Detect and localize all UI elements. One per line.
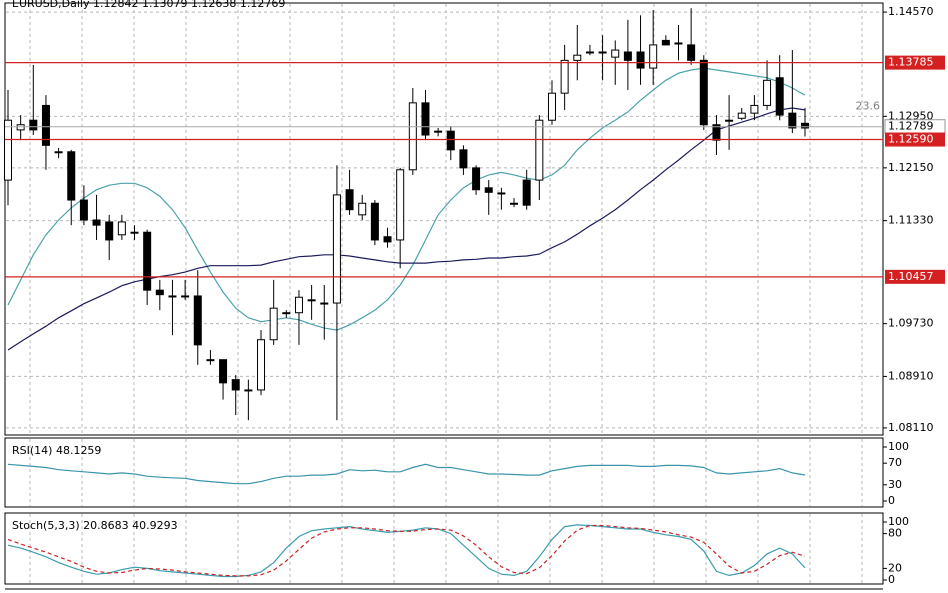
level-label: 1.12590 (888, 133, 934, 146)
candle-body (484, 187, 493, 193)
candle-body (510, 202, 519, 205)
level-label-box (885, 132, 945, 147)
candle-body (16, 124, 25, 131)
candle-body (219, 359, 228, 384)
indicator-line (7, 524, 806, 578)
y-tick-label: 0 (888, 494, 895, 507)
candle-body (54, 151, 63, 154)
level-label: 1.10457 (888, 270, 934, 283)
candle-body (472, 167, 481, 191)
candle-body (522, 179, 531, 206)
price-label: 1.12789 (888, 120, 934, 133)
panel-title: RSI(14) 48.1259 (12, 444, 101, 457)
y-tick-label: 1.08110 (888, 421, 934, 434)
indicator-line (7, 463, 806, 485)
candle-body (573, 54, 582, 61)
indicator-line (7, 524, 806, 577)
candle-body (67, 151, 76, 201)
candle-body (168, 295, 177, 298)
candle-body (459, 149, 468, 169)
annotation: 23.6 (856, 100, 881, 113)
candle-body (801, 122, 809, 129)
level-label: 1.13785 (888, 56, 934, 69)
candle-body (585, 51, 594, 54)
y-tick-label: 1.09730 (888, 317, 934, 330)
candle-body (598, 51, 607, 54)
candle-body (41, 104, 50, 146)
candle-body (661, 39, 670, 46)
candle-body (345, 189, 354, 211)
moving-average (7, 107, 806, 351)
candle-body (370, 202, 379, 241)
candle-body (383, 236, 392, 243)
candle-body (396, 169, 405, 241)
candle-body (623, 51, 632, 61)
moving-average (7, 67, 806, 331)
candle-body (434, 130, 443, 133)
candle-body (649, 44, 658, 69)
candle-body (4, 119, 12, 181)
candle-body (282, 312, 291, 315)
candle-body (763, 79, 772, 106)
y-tick-label: 1.11330 (888, 214, 934, 227)
candle-body (105, 221, 114, 241)
y-tick-label: 1.08910 (888, 369, 934, 382)
candle-body (143, 231, 152, 291)
candle-body (636, 51, 645, 69)
candle-body (358, 202, 367, 216)
candle-body (155, 289, 164, 296)
candle-body (193, 295, 202, 346)
candle-body (29, 119, 38, 131)
candle-body (320, 302, 329, 305)
candle-body (244, 389, 253, 392)
candle-body (231, 379, 240, 391)
y-tick-label: 1.12950 (888, 109, 934, 122)
y-tick-label: 80 (888, 527, 902, 540)
stoch-panel (4, 512, 884, 585)
candle-body (421, 102, 430, 136)
candle-body (687, 44, 696, 61)
candle-body (408, 102, 417, 171)
panel-title: EURUSD,Daily 1.12842 1.13079 1.12638 1.1… (12, 0, 285, 10)
candle-body (725, 119, 734, 122)
y-tick-label: 1.12150 (888, 161, 934, 174)
candle-body (547, 92, 556, 121)
y-tick-label: 30 (888, 478, 902, 491)
y-tick-label: 70 (888, 456, 902, 469)
candle-body (788, 112, 797, 129)
candle-body (92, 219, 101, 226)
candle-body (294, 296, 303, 314)
candle-body (497, 192, 506, 195)
candle-body (699, 59, 708, 126)
candle-body (79, 199, 88, 221)
level-label-box (885, 55, 945, 70)
candle-body (130, 231, 139, 234)
candle-body (257, 339, 266, 391)
candle-body (117, 221, 126, 236)
level-label-box (885, 269, 945, 284)
y-tick-label: 100 (888, 515, 909, 528)
candle-body (560, 59, 569, 94)
y-tick-label: 20 (888, 561, 902, 574)
candle-body (750, 104, 759, 114)
candle-body (269, 307, 278, 341)
candle-body (535, 119, 544, 181)
candle-body (446, 130, 455, 151)
candle-body (307, 299, 316, 302)
candle-body (775, 77, 784, 116)
candle-body (332, 194, 341, 304)
candle-body (181, 295, 190, 298)
candle-body (674, 42, 683, 45)
panel-title: Stoch(5,3,3) 20.8683 40.9293 (12, 519, 178, 532)
rsi-panel (4, 437, 884, 508)
candle-body (611, 49, 620, 58)
y-tick-label: 100 (888, 440, 909, 453)
candle-body (206, 359, 215, 362)
price-panel (4, 2, 884, 436)
y-tick-label: 0 (888, 573, 895, 586)
y-tick-label: 1.14570 (888, 5, 934, 18)
candle-body (737, 112, 746, 119)
